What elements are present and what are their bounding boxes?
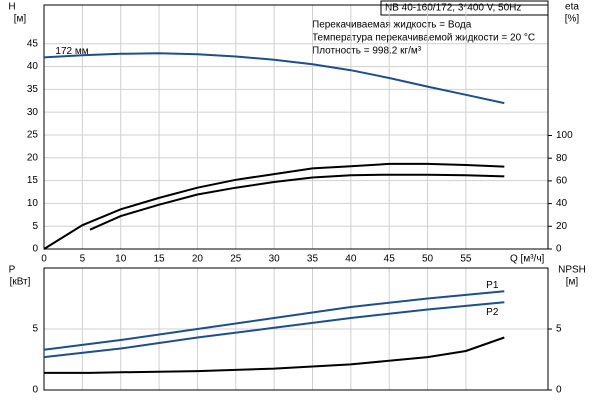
y2-tick-label: 80 — [556, 153, 568, 164]
x-tick-label: 15 — [154, 254, 166, 265]
series-label: P1 — [486, 280, 499, 291]
x-tick-label: 30 — [269, 254, 281, 265]
y-tick-label: 0 — [32, 385, 38, 396]
y-tick-label: 5 — [32, 324, 38, 335]
y-tick-label: 5 — [32, 221, 38, 232]
info-line: Перекачиваемая жидкость = Вода — [312, 20, 472, 31]
info-line: Температура перекачиваемой жидкости = 20… — [312, 33, 535, 44]
x-tick-label: 45 — [384, 254, 396, 265]
y-tick-label: 25 — [27, 130, 39, 141]
y2-tick-label: 5 — [556, 324, 562, 335]
x-tick-label: 5 — [80, 254, 86, 265]
chart-title: NB 40-160/172, 3*400 V, 50Hz — [385, 3, 521, 14]
y-tick-label: 15 — [27, 175, 39, 186]
x-tick-label: 20 — [192, 254, 204, 265]
curve — [43, 162, 505, 250]
y2-tick-label: 0 — [556, 385, 562, 396]
y-tick-label: 30 — [27, 107, 39, 118]
plot-frame — [43, 4, 549, 250]
series-label: P2 — [486, 307, 499, 318]
plot-frame — [43, 267, 549, 391]
y-tick-label: 20 — [27, 152, 39, 163]
x-tick-label: 25 — [230, 254, 242, 265]
y-axis-label: H — [8, 2, 15, 13]
x-tick-label: 10 — [115, 254, 127, 265]
x-tick-label: 0 — [41, 254, 47, 265]
y2-tick-label: 20 — [556, 221, 568, 232]
x-tick-label: 35 — [307, 254, 319, 265]
info-line: Плотность = 998.2 кг/м³ — [312, 46, 422, 57]
y2-tick-label: 60 — [556, 176, 568, 187]
y-tick-label: 40 — [27, 61, 39, 72]
curve — [43, 52, 505, 105]
y-axis-unit: [кВт] — [10, 277, 31, 288]
y2-tick-label: 0 — [556, 244, 562, 255]
curve — [43, 301, 505, 359]
y-tick-label: 45 — [27, 38, 39, 49]
curve — [89, 173, 505, 231]
x-axis-label: Q [м³/ч] — [510, 254, 545, 265]
y2-axis-unit: [м] — [566, 277, 579, 288]
y2-tick-label: 100 — [556, 130, 573, 141]
series-label: 172 мм — [55, 46, 88, 57]
y-axis-unit: [м] — [14, 14, 27, 25]
x-tick-label: 55 — [460, 254, 472, 265]
y-tick-label: 10 — [27, 198, 39, 209]
y2-axis-unit: [%] — [565, 14, 580, 25]
y-tick-label: 35 — [27, 84, 39, 95]
curve — [43, 290, 505, 351]
y2-axis-label: eta — [565, 2, 579, 13]
y2-tick-label: 40 — [556, 198, 568, 209]
y-tick-label: 0 — [32, 244, 38, 255]
x-tick-label: 40 — [345, 254, 357, 265]
y-axis-label: P — [9, 265, 16, 276]
curve — [44, 336, 505, 374]
y2-axis-label: NPSH — [558, 265, 586, 276]
x-tick-label: 50 — [422, 254, 434, 265]
